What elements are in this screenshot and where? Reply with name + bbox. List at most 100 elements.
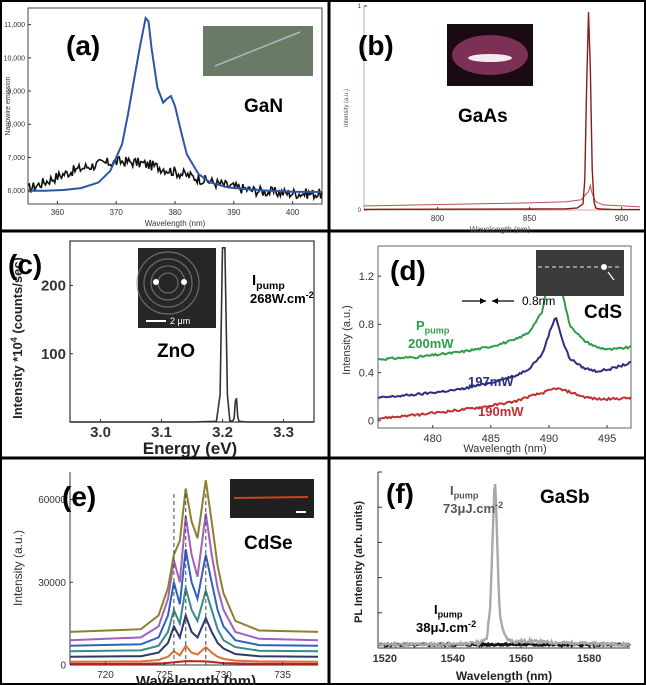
ylabel-e: Intensity (a.u.) [11, 530, 25, 606]
series-label-200-d: 200mW [408, 336, 454, 351]
series-label-197-d: 197mW [468, 374, 514, 389]
plot-area-d [377, 245, 632, 429]
inset-core-b [468, 54, 512, 62]
pump-value-c: 268W.cm-2 [250, 290, 314, 306]
series-190mW-d [377, 387, 632, 421]
material-label-d: CdS [584, 302, 622, 323]
b-xtick-0: 800 [431, 214, 445, 223]
a-ytick-1: 7,000 [7, 155, 25, 162]
material-label-f: GaSb [540, 487, 590, 508]
panel-b: 800 850 900 0 1 Wavelength (nm) Intensity (a.u… [344, 4, 641, 234]
inset-ring-2 [143, 258, 193, 308]
pump-high-value-f: 73μJ.cm-2 [443, 500, 503, 516]
xlabel-f: Wavelength (nm) [456, 669, 552, 683]
inset-ring-3 [136, 251, 200, 315]
series-73-f [377, 483, 631, 650]
series-low-b [363, 183, 641, 208]
ylabel-d: Intensity (a.u.) [341, 305, 353, 375]
a-xtick-3: 390 [227, 208, 241, 217]
c-ytick-0: 100 [41, 346, 66, 363]
e-xtick-3: 735 [274, 670, 291, 681]
material-label-e: CdSe [244, 533, 293, 554]
c-xtick-1: 3.1 [151, 424, 172, 441]
pump-label-c: Ipump [252, 272, 285, 292]
inset-spot-d [601, 264, 607, 270]
a-xtick-2: 380 [168, 208, 182, 217]
inset-arrow-d [607, 271, 615, 281]
panel-c: 3.0 3.1 3.2 3.3 100 200 Energy (eV) Intensity *… [8, 240, 315, 458]
panel-label-e: (e) [62, 481, 96, 512]
panel-label-d: (d) [390, 255, 426, 286]
f-xtick-1: 1540 [441, 653, 465, 665]
fwhm-text-d: 0.8nm [522, 294, 555, 308]
panel-label-b: (b) [358, 30, 394, 61]
a-ytick-5: 11,000 [4, 22, 25, 29]
a-ytick-3: 9,000 [7, 89, 25, 96]
e-ytick-1: 30000 [38, 578, 66, 589]
e-xtick-1: 725 [156, 670, 173, 681]
series-label-190-d: 190mW [478, 404, 524, 419]
xlabel-e: Wavelength (nm) [136, 673, 256, 685]
c-xtick-2: 3.2 [212, 424, 233, 441]
fwhm-arrowhead-right-d [492, 298, 498, 304]
xlabel-c: Energy (eV) [143, 439, 237, 458]
xlabel-d: Wavelength (nm) [463, 443, 546, 455]
xlabel-b: Wavelength (nm) [470, 225, 531, 234]
panel-e: 720 725 730 735 0 30000 60000 Wavelength (nm) In… [11, 472, 319, 685]
c-ytick-1: 200 [41, 278, 66, 295]
panel-f: 1520 1540 1560 1580 Wavelength (nm) PL Intens… [353, 471, 632, 683]
b-xtick-2: 900 [615, 214, 629, 223]
f-xtick-3: 1580 [577, 653, 601, 665]
series-197mW-d [377, 316, 632, 399]
b-ytick-0: 0 [358, 208, 362, 214]
inset-spot-right-c [181, 279, 187, 285]
ylabel-b: Intensity (a.u.) [344, 89, 350, 127]
ylabel-f: PL Intensity (arb. units) [353, 501, 365, 623]
d-ytick-3: 1.2 [359, 271, 374, 283]
fwhm-arrowhead-left-d [480, 298, 486, 304]
ylabel-c: Intensity *104 (counts/sec) [9, 257, 25, 419]
a-ytick-0: 6,000 [7, 188, 25, 195]
c-xtick-3: 3.3 [273, 424, 294, 441]
series-violet-e [69, 513, 319, 642]
series-navy-e [69, 612, 319, 658]
inset-photo-d [536, 250, 624, 296]
pump-low-label-f: Ipump [434, 602, 463, 619]
a-xtick-4: 400 [286, 208, 300, 217]
a-ytick-4: 10,000 [4, 55, 26, 62]
b-ytick-1: 1 [358, 4, 362, 10]
e-ytick-0: 0 [60, 661, 66, 672]
panel-label-f: (f) [386, 478, 414, 509]
panel-label-c: (c) [8, 249, 42, 280]
d-xtick-3: 495 [598, 433, 616, 445]
series-blue-e [69, 549, 319, 647]
series-200mW-d [377, 249, 632, 361]
series-orange-e [69, 644, 319, 663]
a-ytick-2: 8,000 [7, 122, 25, 129]
series-lasing-a [28, 15, 323, 193]
series-c [70, 247, 314, 423]
series-red-e [69, 660, 319, 665]
inset-wire-e [233, 496, 309, 499]
pump-high-label-f: Ipump [450, 483, 479, 500]
d-ytick-2: 0.8 [359, 319, 374, 331]
a-xtick-1: 370 [110, 208, 124, 217]
series-high-b [363, 12, 641, 211]
d-xtick-2: 490 [540, 433, 558, 445]
d-xtick-0: 480 [424, 433, 442, 445]
e-xtick-0: 720 [97, 670, 114, 681]
f-xtick-0: 1520 [373, 653, 397, 665]
material-label-b: GaAs [458, 106, 508, 127]
xlabel-a: Wavelength (nm) [145, 219, 206, 228]
d-ytick-0: 0 [368, 416, 374, 428]
e-xtick-2: 730 [215, 670, 232, 681]
inset-spot-left-c [153, 279, 159, 285]
material-label-a: GaN [244, 96, 283, 117]
f-xtick-2: 1560 [509, 653, 533, 665]
inset-nanowire-a [214, 31, 301, 67]
material-label-c: ZnO [157, 341, 195, 362]
ylabel-a: Nanowire emission [5, 76, 12, 135]
